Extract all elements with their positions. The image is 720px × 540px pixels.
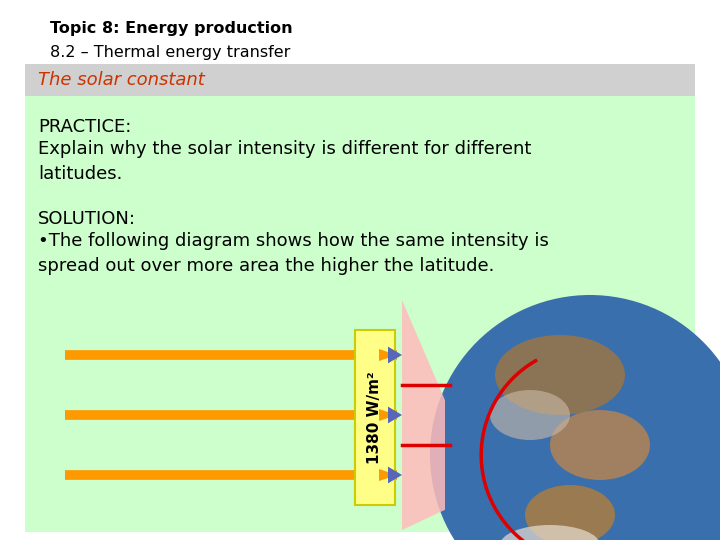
Text: Explain why the solar intensity is different for different
latitudes.: Explain why the solar intensity is diffe…: [38, 140, 531, 183]
Text: SOLUTION:: SOLUTION:: [38, 210, 136, 228]
Text: •The following diagram shows how the same intensity is
spread out over more area: •The following diagram shows how the sam…: [38, 232, 549, 275]
Circle shape: [430, 295, 720, 540]
Text: 1380 W/m²: 1380 W/m²: [367, 371, 382, 464]
Text: PRACTICE:: PRACTICE:: [38, 118, 131, 136]
Text: 8.2 – Thermal energy transfer: 8.2 – Thermal energy transfer: [50, 44, 290, 59]
Ellipse shape: [490, 390, 570, 440]
Bar: [25, 64, 695, 96]
Ellipse shape: [550, 410, 650, 480]
Polygon shape: [388, 407, 402, 423]
Text: The solar constant: The solar constant: [38, 71, 204, 89]
Polygon shape: [388, 467, 402, 483]
Polygon shape: [379, 349, 397, 361]
Ellipse shape: [525, 485, 615, 540]
Bar: [355, 330, 395, 505]
Polygon shape: [388, 347, 402, 363]
Polygon shape: [379, 409, 397, 421]
Ellipse shape: [495, 335, 625, 415]
Ellipse shape: [500, 525, 600, 540]
Bar: [25, 96, 695, 532]
Text: Topic 8: Energy production: Topic 8: Energy production: [50, 21, 292, 36]
Polygon shape: [402, 300, 445, 530]
Polygon shape: [379, 469, 397, 481]
